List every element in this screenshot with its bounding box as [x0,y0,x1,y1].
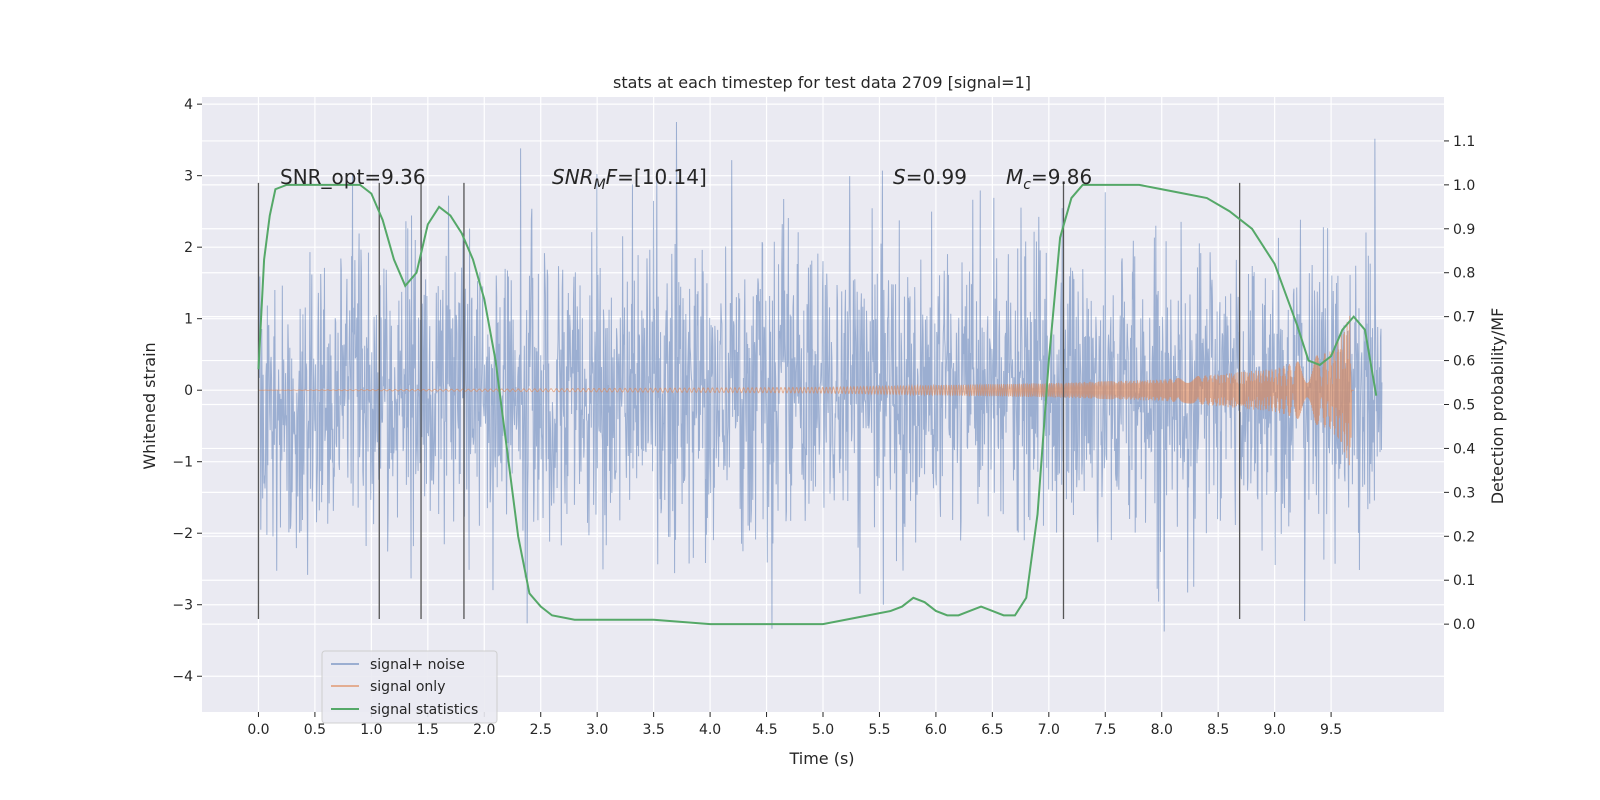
y-right-tick-label: 0.9 [1453,222,1475,238]
y-right-tick-label: 0.5 [1453,398,1475,414]
mc-value: =9.86 [1031,165,1092,189]
y-left-tick-label: 4 [184,97,193,113]
x-tick-label: 0.0 [247,722,269,738]
y-right-axis-label: Detection probability/MF [1488,308,1507,505]
y-left-tick-label: 1 [184,312,193,328]
y-right-tick-label: 0.4 [1453,441,1475,457]
y-right-tick-label: 0.0 [1453,617,1475,633]
x-tick-label: 6.0 [925,722,947,738]
noise-series [257,122,1383,632]
y-left-tick-label: −4 [172,669,193,685]
x-tick-label: 9.5 [1320,722,1342,738]
x-tick-label: 8.5 [1207,722,1229,738]
x-tick-label: 8.0 [1151,722,1173,738]
y-right-tick-label: 0.2 [1453,529,1475,545]
legend-label-stats: signal statistics [370,702,478,718]
y-left-tick-label: 0 [184,383,193,399]
x-ticks: 0.0 0.5 1.0 1.5 2.0 2.5 3.0 3.5 4.0 4.5 5.0 5.5 6.0 6… [247,712,1342,738]
y-right-tick-label: 0.6 [1453,354,1475,370]
snr-mf-base: SNR [552,165,594,189]
mc-sub: c [1023,177,1031,193]
y-left-tick-label: 3 [184,169,193,185]
x-tick-label: 5.0 [812,722,834,738]
x-tick-label: 2.0 [473,722,495,738]
x-axis-label: Time (s) [788,749,854,768]
x-tick-label: 4.0 [699,722,721,738]
s-label: S [893,165,906,189]
x-tick-label: 2.5 [530,722,552,738]
y-right-tick-label: 1.0 [1453,178,1475,194]
x-tick-label: 3.5 [643,722,665,738]
x-tick-label: 0.5 [304,722,326,738]
s-value: =0.99 [906,165,967,189]
y-right-ticks: 0.0 0.1 0.2 0.3 0.4 0.5 0.6 0.7 0.8 0.9 1.0 1.1 [1444,134,1475,633]
chart-title: stats at each timestep for test data 270… [613,73,1031,92]
vertical-lines [257,182,1241,620]
x-tick-label: 4.5 [755,722,777,738]
stats-series [257,183,1378,626]
mc-label: M [1006,165,1023,189]
legend-label-noise: signal+ noise [370,657,465,673]
snr-mf-value: =[10.14] [617,165,707,189]
legend-box [321,650,498,724]
x-tick-label: 7.5 [1094,722,1116,738]
y-right-tick-label: 0.3 [1453,485,1475,501]
y-right-tick-label: 1.1 [1453,134,1475,150]
signal-line [258,315,1354,466]
y-left-tick-label: −3 [172,598,193,614]
annotation-snr-opt: SNR_opt=9.36 [280,165,426,189]
x-tick-label: 1.0 [360,722,382,738]
y-right-tick-label: 0.8 [1453,266,1475,282]
stats-line [257,183,1378,626]
y-right-tick-label: 0.7 [1453,310,1475,326]
snr-mf-sub: M [594,177,606,193]
y-left-tick-label: −1 [172,455,193,471]
annotation-snr-mf: SNRMF=[10.14] [552,165,707,193]
snr-mf-tail: F [606,165,618,189]
y-left-ticks: −4 −3 −2 −1 0 1 2 3 4 [172,97,202,685]
y-right-tick-label: 0.1 [1453,573,1475,589]
x-tick-label: 9.0 [1264,722,1286,738]
y-left-axis-label: Whitened strain [140,342,159,469]
x-tick-label: 7.0 [1038,722,1060,738]
x-tick-label: 5.5 [868,722,890,738]
legend: signal+ noise signal only signal statist… [321,650,498,724]
signal-series [258,315,1354,466]
y-left-tick-label: −2 [172,526,193,542]
y-left-tick-label: 2 [184,240,193,256]
annotation-mc: Mc=9.86 [1006,165,1092,193]
noise-line [257,122,1383,632]
annotation-s: S=0.99 [893,165,967,189]
x-tick-label: 3.0 [586,722,608,738]
x-tick-label: 1.5 [417,722,439,738]
x-tick-label: 6.5 [981,722,1003,738]
legend-label-signal: signal only [370,679,445,695]
